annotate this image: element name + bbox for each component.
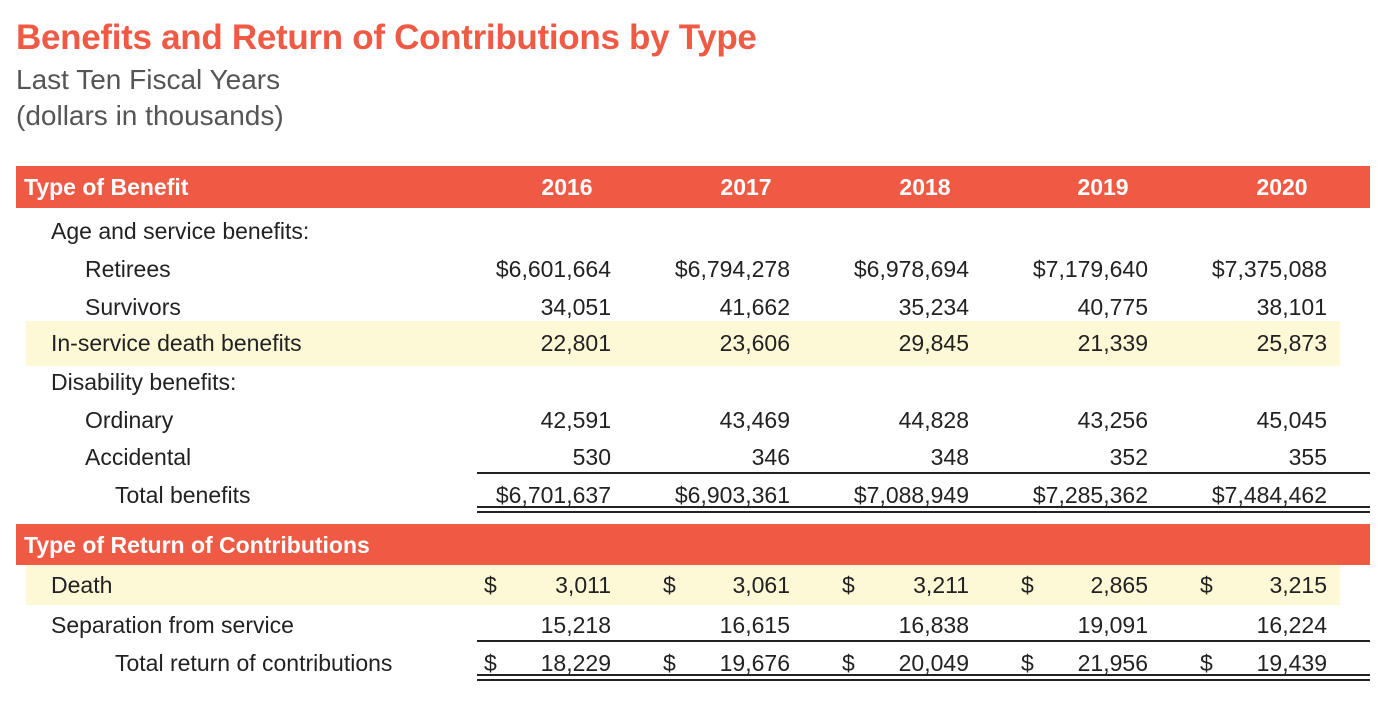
row-label: Accidental <box>85 444 192 470</box>
currency-symbol: $ <box>663 572 676 598</box>
benefits-header-label: Type of Benefit <box>24 174 189 200</box>
table-cell: $6,701,637 <box>495 482 611 508</box>
table-cell: 3,011 <box>555 572 611 598</box>
year-header: 2020 <box>1256 174 1308 200</box>
table-cell: 355 <box>1288 444 1327 470</box>
currency-symbol: $ <box>842 650 855 676</box>
units-note: (dollars in thousands) <box>16 100 284 131</box>
table-cell: 3,211 <box>913 572 969 598</box>
table-row-highlighted: In-service death benefits 22,801 23,606 … <box>26 321 1340 366</box>
table-cell: 35,234 <box>898 294 969 320</box>
table-cell: 42,591 <box>540 407 611 433</box>
table-cell: 2,865 <box>1090 572 1148 598</box>
table-row-total: Total return of contributions $ 18,229 $… <box>16 643 1370 681</box>
table-cell: 44,828 <box>898 407 969 433</box>
currency-symbol: $ <box>1021 572 1034 598</box>
subtotal-rule <box>477 640 1370 642</box>
table-row: Survivors 34,051 41,662 35,234 40,775 38… <box>16 287 1370 325</box>
table-cell: 19,676 <box>719 650 790 676</box>
table-row-total: Total benefits $6,701,637 $6,903,361 $7,… <box>16 475 1370 513</box>
table-row: Ordinary 42,591 43,469 44,828 43,256 45,… <box>16 400 1370 438</box>
table-cell: 3,215 <box>1269 572 1327 598</box>
currency-symbol: $ <box>663 650 676 676</box>
table-cell: 38,101 <box>1256 294 1327 320</box>
table-row: Retirees $6,601,664 $6,794,278 $6,978,69… <box>16 249 1370 287</box>
table-cell: 346 <box>751 444 790 470</box>
returns-header-label: Type of Return of Contributions <box>24 532 370 558</box>
subtotal-rule <box>477 472 1370 474</box>
table-cell: $7,484,462 <box>1211 482 1327 508</box>
table-cell: 18,229 <box>540 650 611 676</box>
row-label: Survivors <box>85 294 181 320</box>
total-double-rule <box>477 674 1370 681</box>
table-cell: 25,873 <box>1256 330 1327 356</box>
table-cell: $6,903,361 <box>674 482 790 508</box>
table-cell: 20,049 <box>898 650 969 676</box>
table-row: Age and service benefits: <box>16 211 1370 249</box>
table-cell: 29,845 <box>898 330 969 356</box>
table-cell: 16,615 <box>719 612 790 638</box>
year-header: 2016 <box>541 174 593 200</box>
row-label: Retirees <box>85 256 171 282</box>
table-cell: 21,339 <box>1077 330 1148 356</box>
table-cell: 45,045 <box>1256 407 1327 433</box>
table-cell: 15,218 <box>540 612 611 638</box>
table-cell: $6,794,278 <box>674 256 790 282</box>
row-label: Ordinary <box>85 407 174 433</box>
year-header: 2019 <box>1077 174 1129 200</box>
section-label: Age and service benefits: <box>51 218 310 244</box>
row-label: Total return of contributions <box>115 650 393 676</box>
table-cell: $7,375,088 <box>1211 256 1327 282</box>
table-cell: 22,801 <box>540 330 611 356</box>
table-cell: 530 <box>572 444 611 470</box>
benefits-header-row: Type of Benefit 2016 2017 2018 2019 2020 <box>16 166 1370 208</box>
row-label: In-service death benefits <box>51 330 302 356</box>
table-cell: 41,662 <box>719 294 790 320</box>
table-row: Disability benefits: <box>16 362 1370 400</box>
table-cell: 16,224 <box>1256 612 1327 638</box>
year-header: 2018 <box>899 174 951 200</box>
table-cell: 19,439 <box>1256 650 1327 676</box>
section-label: Disability benefits: <box>51 369 237 395</box>
table-cell: 40,775 <box>1077 294 1148 320</box>
total-double-rule <box>477 506 1370 513</box>
table-cell: 21,956 <box>1077 650 1148 676</box>
row-label: Total benefits <box>115 482 251 508</box>
table-cell: $7,179,640 <box>1032 256 1148 282</box>
table-cell: $6,978,694 <box>853 256 969 282</box>
table-cell: $7,088,949 <box>853 482 969 508</box>
currency-symbol: $ <box>1200 572 1213 598</box>
table-cell: 352 <box>1109 444 1148 470</box>
table-row: Separation from service 15,218 16,615 16… <box>16 605 1370 643</box>
table-cell: 43,469 <box>719 407 790 433</box>
page-title: Benefits and Return of Contributions by … <box>16 18 757 57</box>
currency-symbol: $ <box>1200 650 1213 676</box>
currency-symbol: $ <box>484 650 497 676</box>
table-cell: $7,285,362 <box>1032 482 1148 508</box>
currency-symbol: $ <box>484 572 497 598</box>
table-row: Accidental 530 346 348 352 355 <box>16 437 1370 475</box>
table-cell: 19,091 <box>1077 612 1148 638</box>
table-cell: $6,601,664 <box>495 256 611 282</box>
year-header: 2017 <box>720 174 772 200</box>
currency-symbol: $ <box>1021 650 1034 676</box>
row-label: Separation from service <box>51 612 294 638</box>
currency-symbol: $ <box>842 572 855 598</box>
table-row-highlighted: Death $ 3,011 $ 3,061 $ 3,211 $ 2,865 $ … <box>26 565 1340 605</box>
table-cell: 16,838 <box>898 612 969 638</box>
table-cell: 23,606 <box>719 330 790 356</box>
table-cell: 34,051 <box>540 294 611 320</box>
row-label: Death <box>51 572 113 598</box>
table-cell: 3,061 <box>732 572 790 598</box>
page-subtitle: Last Ten Fiscal Years <box>16 64 281 95</box>
returns-header-row: Type of Return of Contributions <box>16 524 1370 565</box>
table-cell: 348 <box>930 444 969 470</box>
table-cell: 43,256 <box>1077 407 1148 433</box>
